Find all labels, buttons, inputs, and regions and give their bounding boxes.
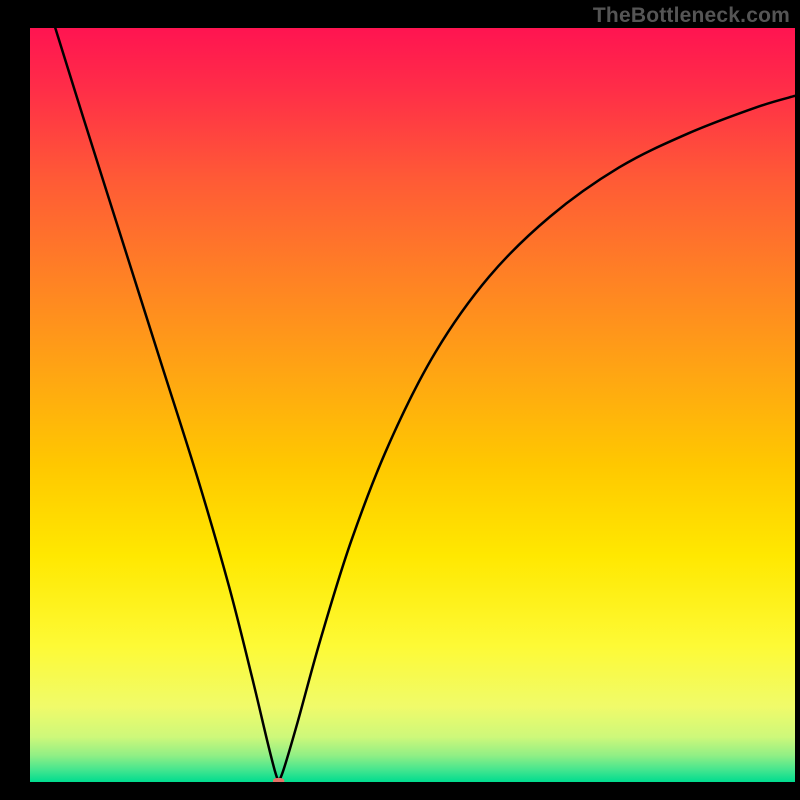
cusp-marker xyxy=(273,778,284,784)
bottleneck-curve-chart xyxy=(0,0,800,800)
watermark-text: TheBottleneck.com xyxy=(593,4,790,28)
chart-container: TheBottleneck.com xyxy=(0,0,800,800)
gradient-background xyxy=(30,28,795,782)
